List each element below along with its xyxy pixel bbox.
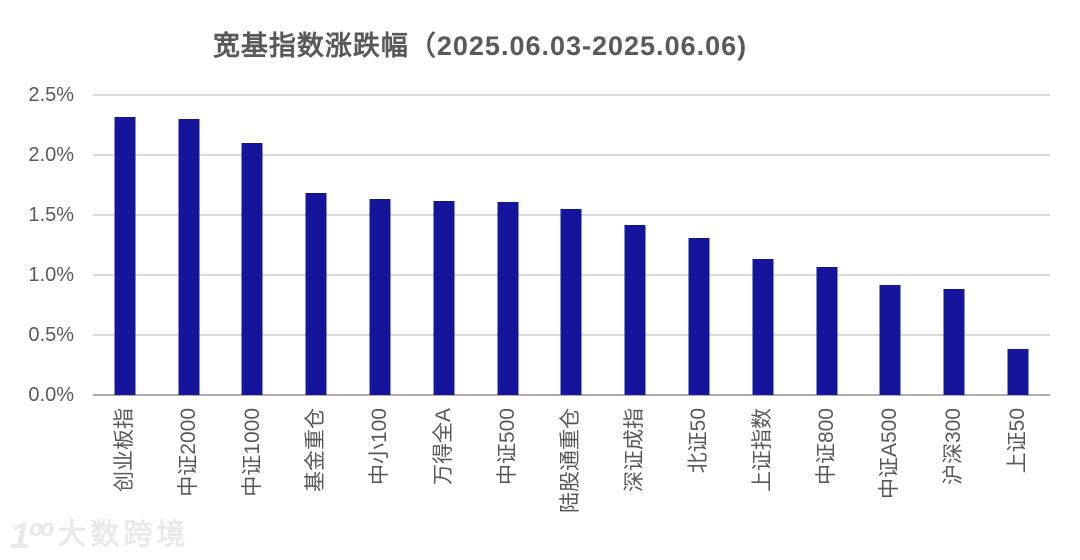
bar-slot [603,95,667,395]
bar [369,199,391,395]
x-axis-category-label: 中证500 [495,408,519,486]
x-axis-labels: 创业板指 中证2000 中证1000 基金重仓 中小100 万得全A 中证500 陆股通重仓深… [93,402,1050,550]
bar [1007,349,1029,395]
bar-slot [731,95,795,395]
bar [879,284,901,395]
gridline [93,94,1050,96]
x-axis-category: 万得全A [412,402,476,550]
x-axis-category-label: 沪深300 [942,408,966,486]
bar-slot [221,95,285,395]
bar-slot [476,95,540,395]
y-axis-tick-label: 0.5% [28,324,74,346]
bar-slot [157,95,221,395]
bar [178,119,200,395]
y-axis-tick-label: 2.5% [28,84,74,106]
bar-slot [859,95,923,395]
bar [816,266,838,395]
bar-slot [667,95,731,395]
x-axis-category: 基金重仓 [284,402,348,550]
bar-slot [922,95,986,395]
y-axis-tick-label: 2.0% [28,144,74,166]
x-axis-category: 上证指数 [731,402,795,550]
x-axis-category: 中小100 [348,402,412,550]
x-axis-category-label: 陆股通重仓 [559,408,583,513]
bar-slot [348,95,412,395]
bar [433,200,455,395]
watermark-text: 大数跨境 [57,519,190,551]
gridline [93,154,1050,156]
x-axis-baseline [93,394,1050,396]
bar [752,259,774,395]
y-axis-tick-label: 0.0% [28,384,74,406]
y-axis: 0.0% 0.5% 1.0% 1.5% 2.0% 2.5% [0,84,74,406]
bar [305,193,327,395]
x-axis-category: 陆股通重仓 [540,402,604,550]
x-axis-category: 中证800 [795,402,859,550]
bar-slot [284,95,348,395]
x-axis-category-label: 上证50 [1006,408,1030,474]
x-axis-category-label: 深证成指 [623,408,647,492]
x-axis-category-label: 上证指数 [750,408,774,492]
x-axis-category: 中证1000 [221,402,285,550]
x-axis-category-label: 万得全A [431,408,455,486]
x-axis-category: 沪深300 [922,402,986,550]
bar-slot [93,95,157,395]
x-axis-category-label: 中证A500 [878,408,902,500]
x-axis-category-label: 北证50 [687,408,711,474]
y-axis-tick-label: 1.0% [28,264,74,286]
bar-slot [540,95,604,395]
bar [943,289,965,395]
watermark: 1ºº 大数跨境 [10,516,189,554]
x-axis-category: 北证50 [667,402,731,550]
chart-title: 宽基指数涨跌幅（2025.06.03-2025.06.06) [212,31,748,61]
x-axis-category-label: 中小100 [368,408,392,486]
bar-slot [412,95,476,395]
x-axis-category-label: 中证1000 [240,408,264,497]
bar [114,116,136,395]
plot-area [93,94,1050,396]
x-axis-category-label: 中证800 [814,408,838,486]
bars-group [93,95,1050,395]
bar [241,143,263,395]
bar-slot [986,95,1050,395]
bar [560,209,582,395]
y-axis-tick-label: 1.5% [28,204,74,226]
watermark-logo-icon: 1ºº [10,515,52,556]
bar [624,224,646,395]
x-axis-category: 深证成指 [603,402,667,550]
x-axis-category: 中证500 [476,402,540,550]
x-axis-category: 上证50 [986,402,1050,550]
bar-slot [795,95,859,395]
bar [497,201,519,395]
x-axis-category-label: 基金重仓 [304,408,328,492]
bar [688,237,710,395]
x-axis-category: 中证A500 [859,402,923,550]
